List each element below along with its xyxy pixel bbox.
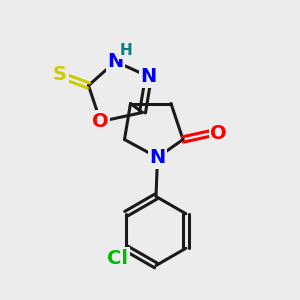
Text: O: O (92, 112, 109, 131)
Text: O: O (210, 124, 227, 143)
Text: H: H (120, 43, 132, 58)
Text: N: N (149, 148, 166, 167)
Text: N: N (140, 67, 157, 86)
Text: S: S (53, 65, 67, 85)
Text: N: N (107, 52, 124, 71)
Text: Cl: Cl (107, 248, 128, 268)
